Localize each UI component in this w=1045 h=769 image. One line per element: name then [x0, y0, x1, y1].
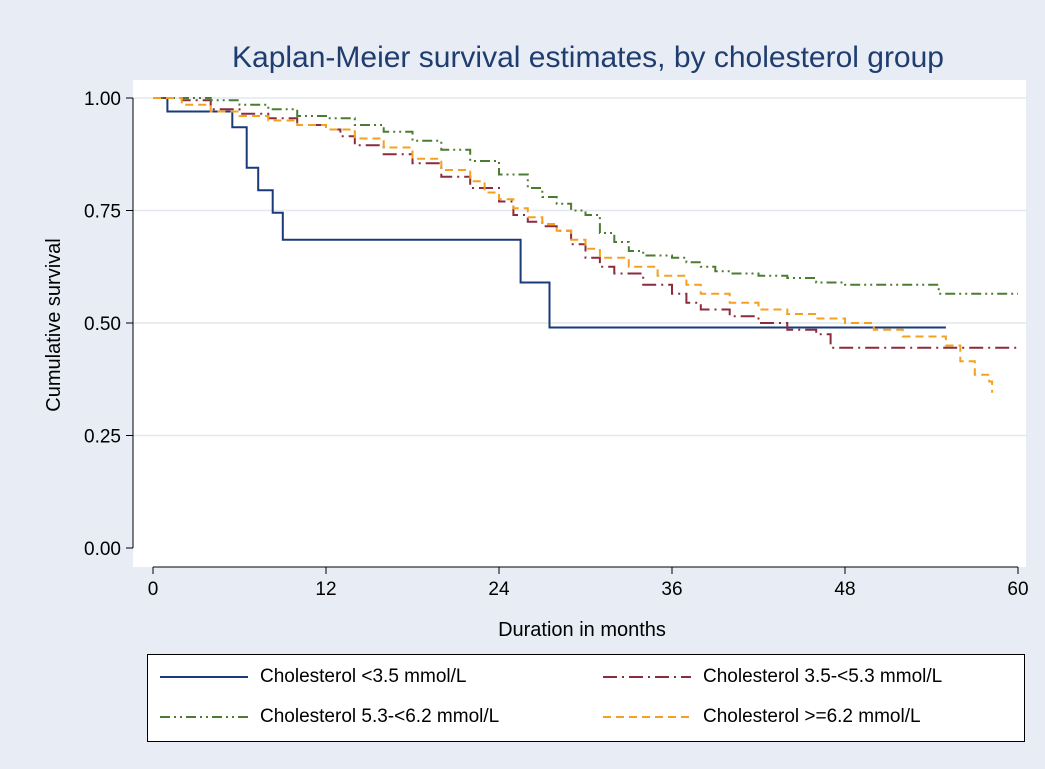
legend-label: Cholesterol 5.3-<6.2 mmol/L	[260, 706, 500, 727]
legend-label: Cholesterol <3.5 mmol/L	[260, 666, 467, 687]
y-tick-label: 1.00	[84, 89, 121, 110]
axes: 0.00 0.25 0.50 0.75 1.00 0 12 24 36 48 60	[84, 89, 1029, 600]
series-line	[153, 97, 994, 393]
x-tick-label: 48	[834, 579, 855, 600]
chart-title: Kaplan-Meier survival estimates, by chol…	[232, 41, 944, 74]
legend-swatch	[160, 676, 248, 678]
y-tick-label: 0.50	[84, 314, 121, 335]
y-axis-label: Cumulative survival	[43, 238, 65, 411]
y-tick-label: 0.25	[84, 427, 121, 448]
legend-item: Cholesterol >=6.2 mmol/L	[603, 705, 921, 729]
x-tick-label: 0	[148, 579, 159, 600]
gridlines	[133, 97, 1026, 437]
legend-item: Cholesterol 5.3-<6.2 mmol/L	[160, 705, 499, 729]
x-tick-label: 60	[1007, 579, 1028, 600]
x-tick-label: 12	[315, 579, 336, 600]
legend-swatch	[160, 716, 248, 718]
legend-item: Cholesterol <3.5 mmol/L	[160, 665, 466, 689]
series-layer	[153, 97, 1018, 393]
legend-swatch	[603, 716, 691, 718]
x-tick-label: 36	[661, 579, 682, 600]
x-tick-label: 24	[488, 579, 510, 600]
legend: Cholesterol <3.5 mmol/L Cholesterol 3.5-…	[147, 654, 1025, 742]
y-tick-label: 0.00	[84, 539, 121, 560]
y-tick-label: 0.75	[84, 202, 121, 223]
series-line	[153, 97, 1018, 295]
legend-swatch	[603, 676, 691, 678]
legend-label: Cholesterol >=6.2 mmol/L	[703, 706, 921, 727]
legend-label: Cholesterol 3.5-<5.3 mmol/L	[703, 666, 943, 687]
legend-item: Cholesterol 3.5-<5.3 mmol/L	[603, 665, 942, 689]
km-chart: 0.00 0.25 0.50 0.75 1.00 0 12 24 36 48 60 Kaplan-M…	[43, 41, 1029, 641]
x-axis-label: Duration in months	[498, 619, 666, 641]
